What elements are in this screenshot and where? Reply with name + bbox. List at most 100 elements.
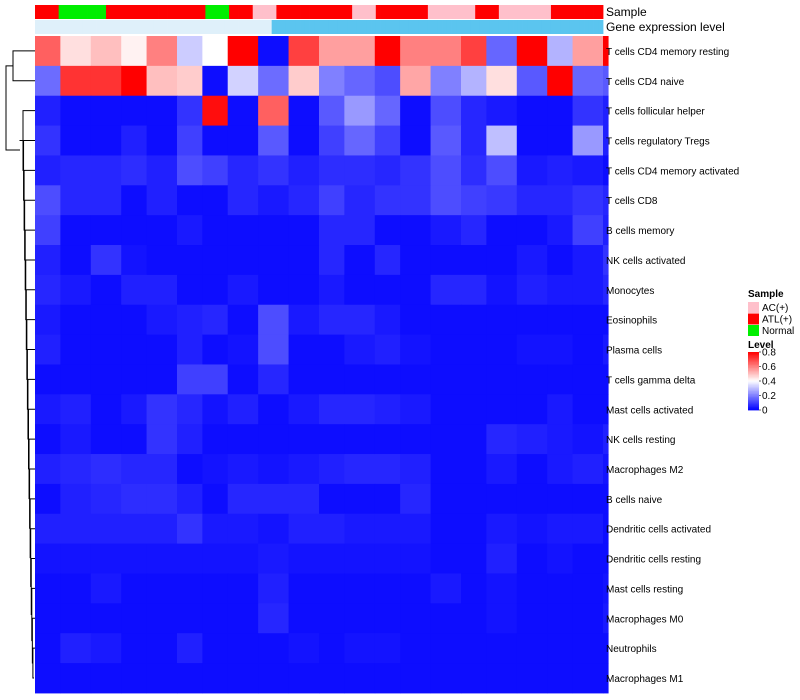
cell-r5-c4 [146, 185, 178, 216]
sample-annotation-S29 [167, 5, 173, 19]
gene-level-S115 [574, 20, 580, 34]
cell-r15-c8 [258, 483, 290, 515]
legend-gradient-step [748, 369, 759, 372]
row-label-16: Dendritic cells activated [606, 525, 711, 536]
cell-r14-c12 [374, 454, 401, 485]
cell-r3-c16 [486, 125, 518, 156]
sample-annotation-S58 [304, 5, 310, 19]
cell-r12-c0 [35, 394, 61, 425]
gene-level-S41 [224, 20, 230, 34]
cell-r10-c2 [90, 334, 122, 365]
gene-level-S98 [494, 20, 500, 34]
gene-level-S5 [53, 20, 60, 34]
cell-r4-c8 [258, 155, 290, 186]
cell-r4-c13 [400, 155, 432, 186]
gene-level-S23 [139, 20, 145, 34]
legend-gradient-step [748, 354, 759, 357]
cell-r8-c20 [603, 274, 609, 306]
cell-r7-c3 [121, 245, 148, 276]
gene-level-S87 [442, 20, 448, 34]
cell-r14-c1 [60, 454, 92, 485]
cell-r19-c2 [90, 603, 122, 634]
cell-r16-c11 [344, 513, 376, 545]
sample-annotation-S89 [451, 5, 457, 19]
cell-r4-c5 [177, 155, 203, 186]
sample-annotation-S5 [53, 5, 60, 19]
gene-level-S14 [96, 20, 102, 34]
sample-annotation-S34 [191, 5, 197, 19]
cell-r11-c3 [121, 364, 148, 395]
cell-r21-c7 [227, 663, 259, 694]
cell-r11-c9 [288, 364, 320, 395]
sample-annotation-S65 [337, 5, 344, 19]
cell-r1-c16 [486, 65, 518, 97]
cell-r8-c10 [319, 274, 345, 306]
sample-annotation-S25 [148, 5, 154, 19]
cell-r14-c3 [121, 454, 148, 485]
sample-annotation-S106 [532, 5, 538, 19]
cell-r9-c16 [486, 304, 518, 336]
gene-level-S110 [550, 20, 557, 34]
gene-level-S80 [408, 20, 415, 34]
cell-r8-c13 [400, 274, 432, 306]
cell-r0-c7 [227, 36, 259, 67]
cell-r7-c10 [319, 245, 345, 276]
cell-r12-c17 [516, 394, 548, 425]
cell-r21-c17 [516, 663, 548, 694]
cell-r10-c8 [258, 334, 290, 365]
cell-r14-c0 [35, 454, 61, 485]
cell-r20-c10 [319, 633, 345, 664]
cell-r3-c14 [430, 125, 462, 156]
cell-r13-c4 [146, 424, 178, 455]
cell-r19-c12 [374, 603, 401, 634]
cell-r5-c18 [547, 185, 574, 216]
legend-gradient-step [748, 365, 759, 367]
legend-gradient-step [748, 389, 759, 392]
sample-annotation-S48 [257, 5, 263, 19]
cell-r14-c20 [603, 454, 609, 485]
cell-r13-c20 [603, 424, 609, 455]
cell-r6-c2 [90, 215, 122, 246]
cell-r4-c6 [202, 155, 229, 186]
cell-r4-c19 [572, 155, 604, 186]
cell-r21-c1 [60, 663, 92, 694]
gene-level-S62 [323, 20, 329, 34]
row-label-2: T cells follicular helper [606, 107, 705, 118]
cell-r5-c19 [572, 185, 604, 216]
cell-r12-c12 [374, 394, 401, 425]
sample-annotation-S50 [266, 5, 273, 19]
cell-r15-c14 [430, 483, 462, 515]
cell-r13-c8 [258, 424, 290, 455]
gene-level-S7 [63, 20, 69, 34]
sample-annotation-S56 [295, 5, 301, 19]
cell-r8-c14 [430, 274, 462, 306]
cell-r4-c3 [121, 155, 148, 186]
cell-r11-c14 [430, 364, 462, 395]
cell-r18-c6 [202, 573, 229, 604]
cell-r1-c19 [572, 65, 604, 97]
row-label-8: Monocytes [606, 286, 654, 297]
cell-r12-c18 [547, 394, 574, 425]
cell-r6-c10 [319, 215, 345, 246]
sample-annotation-S3 [44, 5, 50, 19]
cell-r19-c16 [486, 603, 518, 634]
legend-gradient-step [748, 372, 759, 375]
cell-r11-c12 [374, 364, 401, 395]
cell-r8-c18 [547, 274, 574, 306]
cell-r9-c20 [603, 304, 609, 336]
cell-r16-c3 [121, 513, 148, 545]
sample-annotation-S107 [536, 5, 542, 19]
cell-r10-c13 [400, 334, 432, 365]
cell-r7-c9 [288, 245, 320, 276]
cell-r13-c3 [121, 424, 148, 455]
cell-r19-c17 [516, 603, 548, 634]
legend-gradient-step [748, 383, 759, 386]
cell-r7-c2 [90, 245, 122, 276]
cell-r20-c19 [572, 633, 604, 664]
cell-r10-c17 [516, 334, 548, 365]
cell-r9-c19 [572, 304, 604, 336]
cell-r21-c12 [374, 663, 401, 694]
gene-level-S19 [120, 20, 126, 34]
cell-r0-c8 [258, 36, 290, 67]
cell-r14-c13 [400, 454, 432, 485]
